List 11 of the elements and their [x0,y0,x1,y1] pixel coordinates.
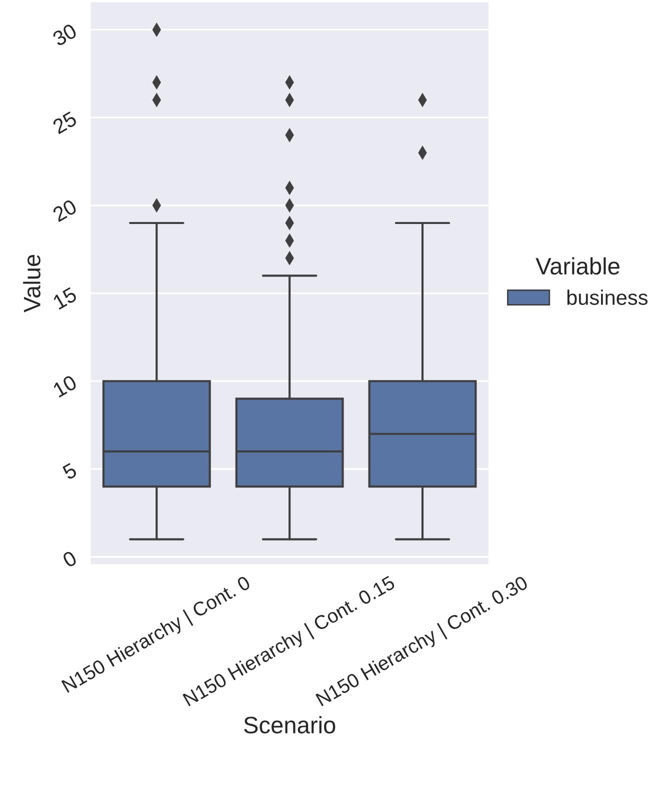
legend-label: business [567,290,648,305]
y-tick-label: 0 [62,550,78,568]
y-tick-label: 15 [52,286,78,310]
y-tick-label: 10 [52,374,78,398]
x-axis-title: Scenario [244,716,336,734]
legend-title: Variable [536,257,620,275]
y-tick-label: 30 [52,23,78,47]
y-tick-label: 25 [52,110,78,134]
y-tick-label: 5 [62,462,78,480]
y-tick-label: 20 [52,198,78,222]
y-axis-title: Value [23,254,40,312]
